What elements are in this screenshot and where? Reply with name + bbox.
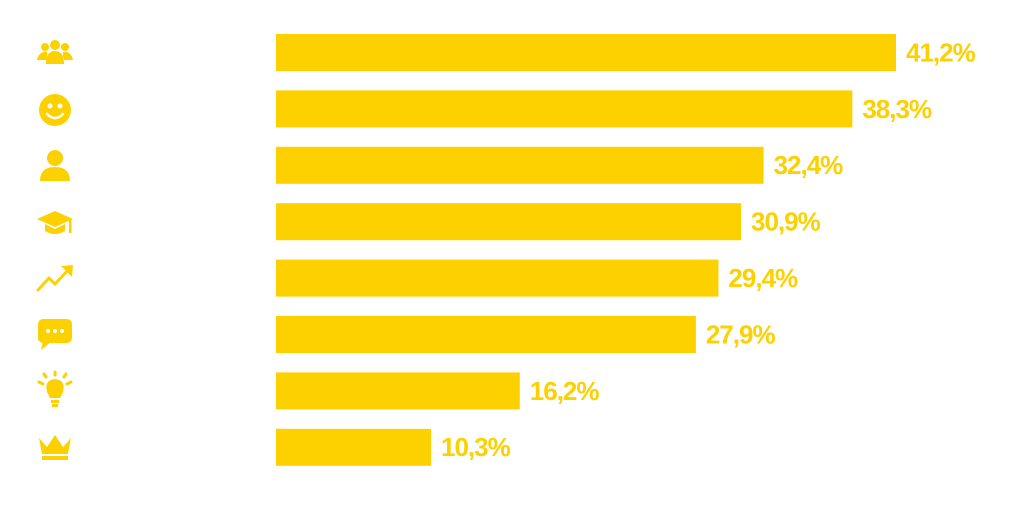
value-label: 16,2% [530, 376, 600, 406]
icon-bulb [37, 370, 73, 407]
value-label: 10,3% [441, 432, 511, 462]
icon-group [37, 40, 73, 64]
bar [276, 203, 741, 241]
value-label: 30,9% [751, 207, 821, 237]
bar [276, 34, 896, 71]
bar [276, 428, 431, 466]
value-label: 38,3% [862, 94, 932, 124]
icon-graduation [37, 211, 73, 234]
bar [276, 316, 696, 353]
category-icons [36, 40, 73, 460]
bar [276, 90, 853, 128]
icon-person [40, 150, 70, 181]
bar [276, 259, 719, 297]
value-label: 41,2% [906, 37, 976, 67]
value-label: 32,4% [774, 150, 844, 180]
bar [276, 372, 520, 410]
bar [276, 146, 764, 184]
icon-crown [39, 435, 71, 460]
value-label: 27,9% [706, 319, 776, 349]
icon-trend [36, 265, 73, 292]
icon-smiley [39, 94, 71, 126]
icon-chat [38, 319, 72, 350]
value-label: 29,4% [728, 263, 798, 293]
